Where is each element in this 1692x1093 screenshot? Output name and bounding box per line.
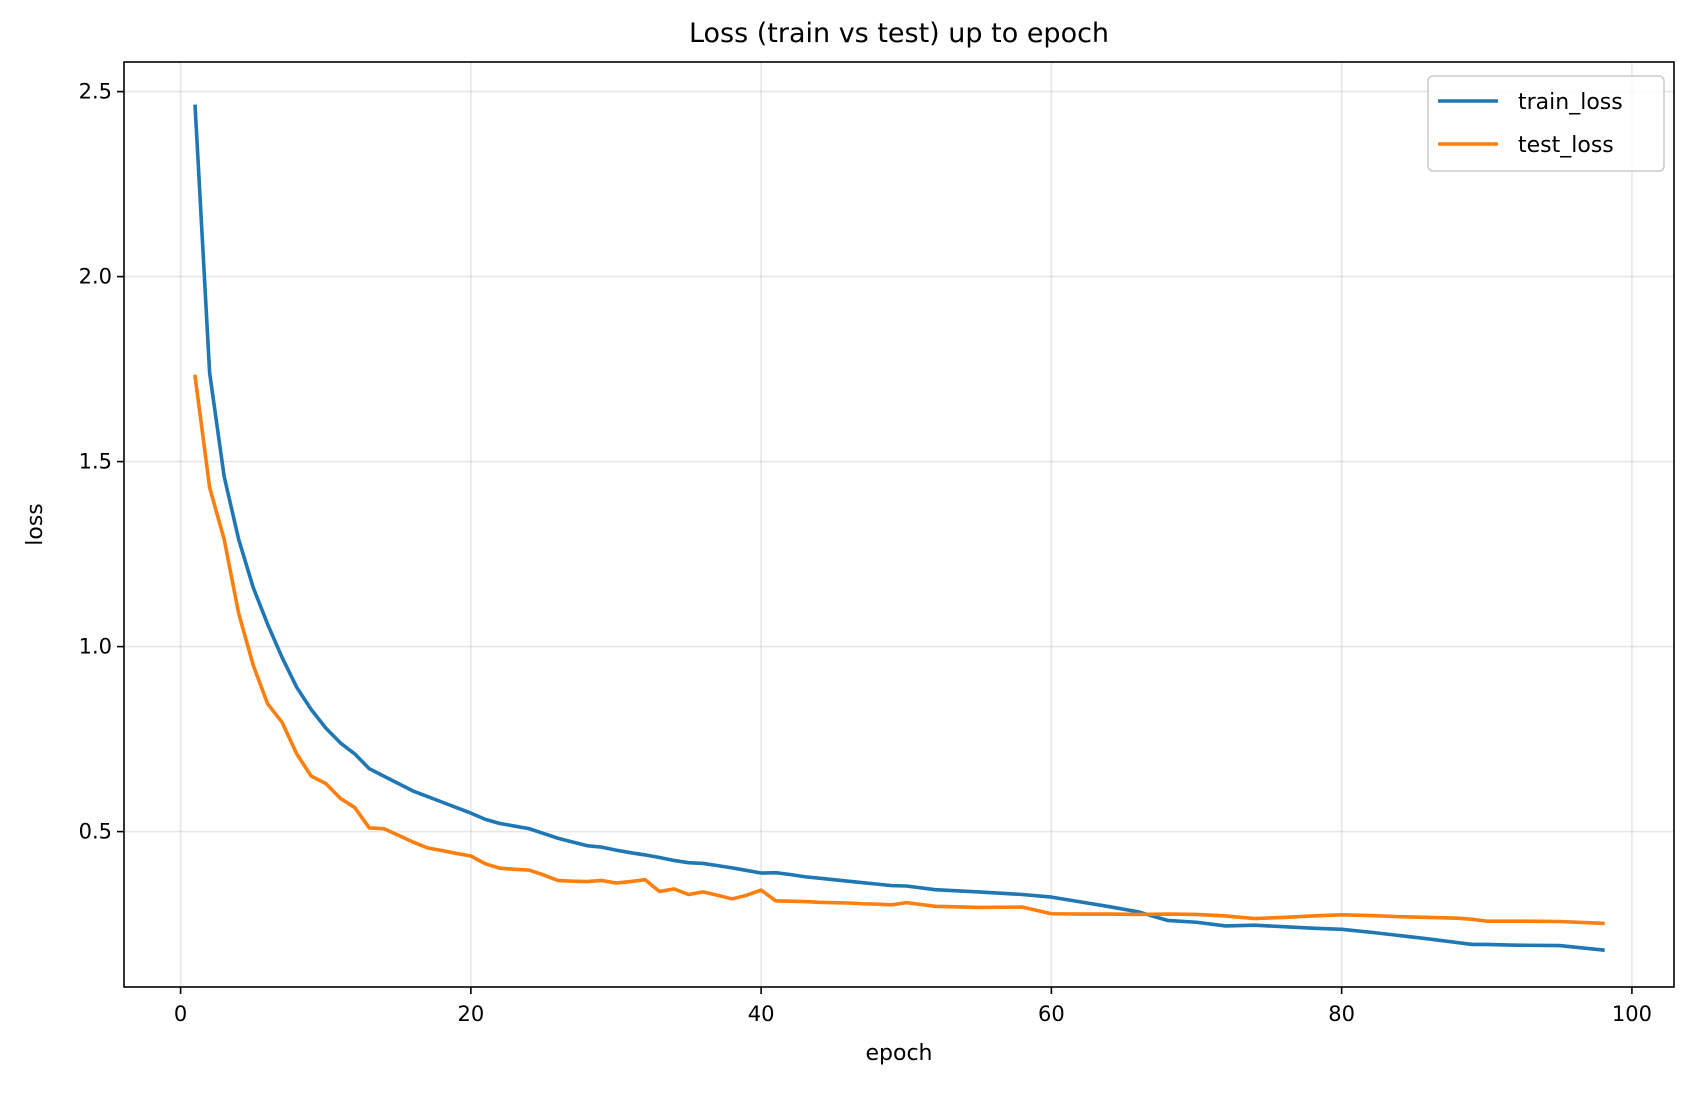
x-tick-label: 80 bbox=[1328, 1002, 1355, 1026]
series-line-train-loss bbox=[193, 104, 1605, 952]
x-tick-label: 20 bbox=[457, 1002, 484, 1026]
legend-label-test-loss: test_loss bbox=[1518, 133, 1614, 158]
series-layer bbox=[193, 104, 1605, 952]
chart-title: Loss (train vs test) up to epoch bbox=[689, 18, 1109, 49]
series-line-test-loss bbox=[193, 374, 1605, 926]
x-tick-label: 100 bbox=[1612, 1002, 1652, 1026]
y-tick-label: 0.5 bbox=[79, 820, 112, 844]
x-tick-label: 0 bbox=[174, 1002, 187, 1026]
legend: train_loss test_loss bbox=[1427, 75, 1665, 172]
grid bbox=[124, 62, 1674, 987]
x-axis-label: epoch bbox=[866, 1041, 933, 1066]
y-tick-label: 1.5 bbox=[79, 450, 112, 474]
plot-area-frame bbox=[123, 61, 1675, 988]
y-tick-label: 1.0 bbox=[79, 635, 112, 659]
axis-ticks: 0 20 40 60 80 100 0.5 1.0 1.5 2.0 2.5 bbox=[79, 80, 1652, 1026]
y-axis-label: loss bbox=[23, 503, 48, 546]
x-tick-label: 60 bbox=[1038, 1002, 1065, 1026]
legend-label-train-loss: train_loss bbox=[1518, 90, 1623, 115]
x-tick-label: 40 bbox=[748, 1002, 775, 1026]
y-tick-label: 2.5 bbox=[79, 80, 112, 104]
y-tick-label: 2.0 bbox=[79, 265, 112, 289]
